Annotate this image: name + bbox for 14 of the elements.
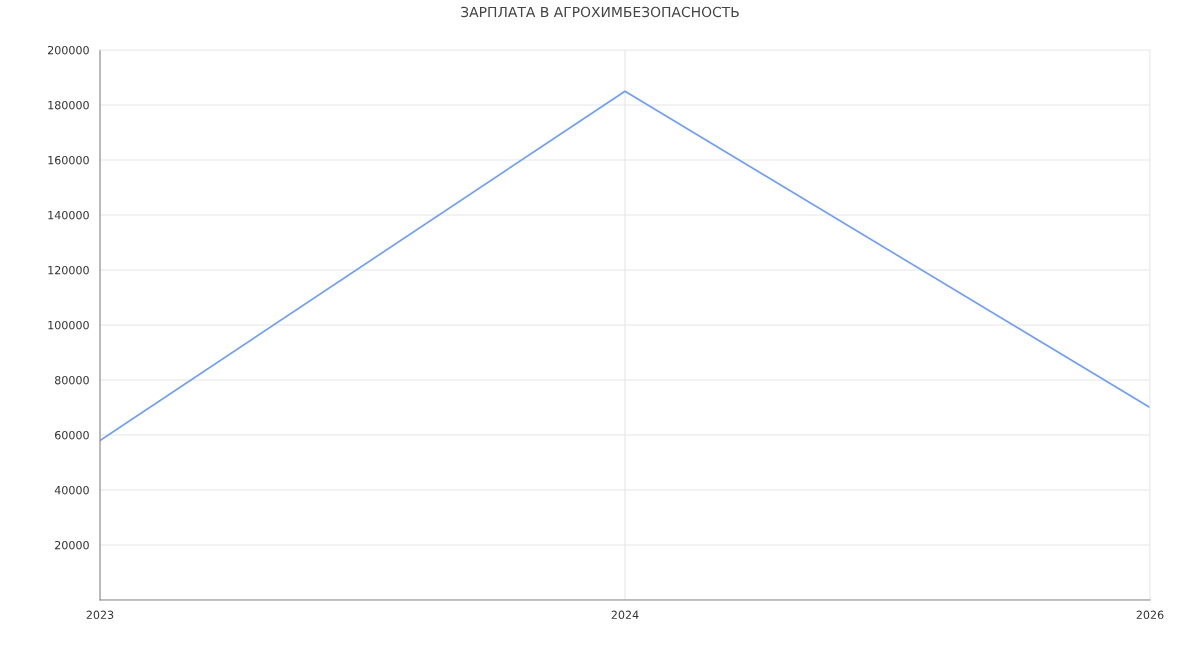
y-tick-label: 120000 [48,265,89,275]
y-tick-label: 80000 [54,375,89,385]
x-tick-label: 2023 [86,610,114,620]
y-tick-label: 200000 [47,45,89,55]
y-tick-label: 40000 [54,485,89,495]
x-tick-label: 2024 [611,610,639,620]
y-tick-label: 20000 [55,540,89,550]
y-tick-label: 160000 [48,155,89,165]
chart-title: ЗАРПЛАТА В АГРОХИМБЕЗОПАСНОСТЬ [461,6,739,18]
y-tick-label: 140000 [48,210,89,220]
y-tick-label: 180000 [48,100,89,110]
x-tick-label: 2026 [1136,610,1164,620]
y-tick-label: 100000 [48,320,89,330]
y-tick-label: 60000 [55,430,89,440]
